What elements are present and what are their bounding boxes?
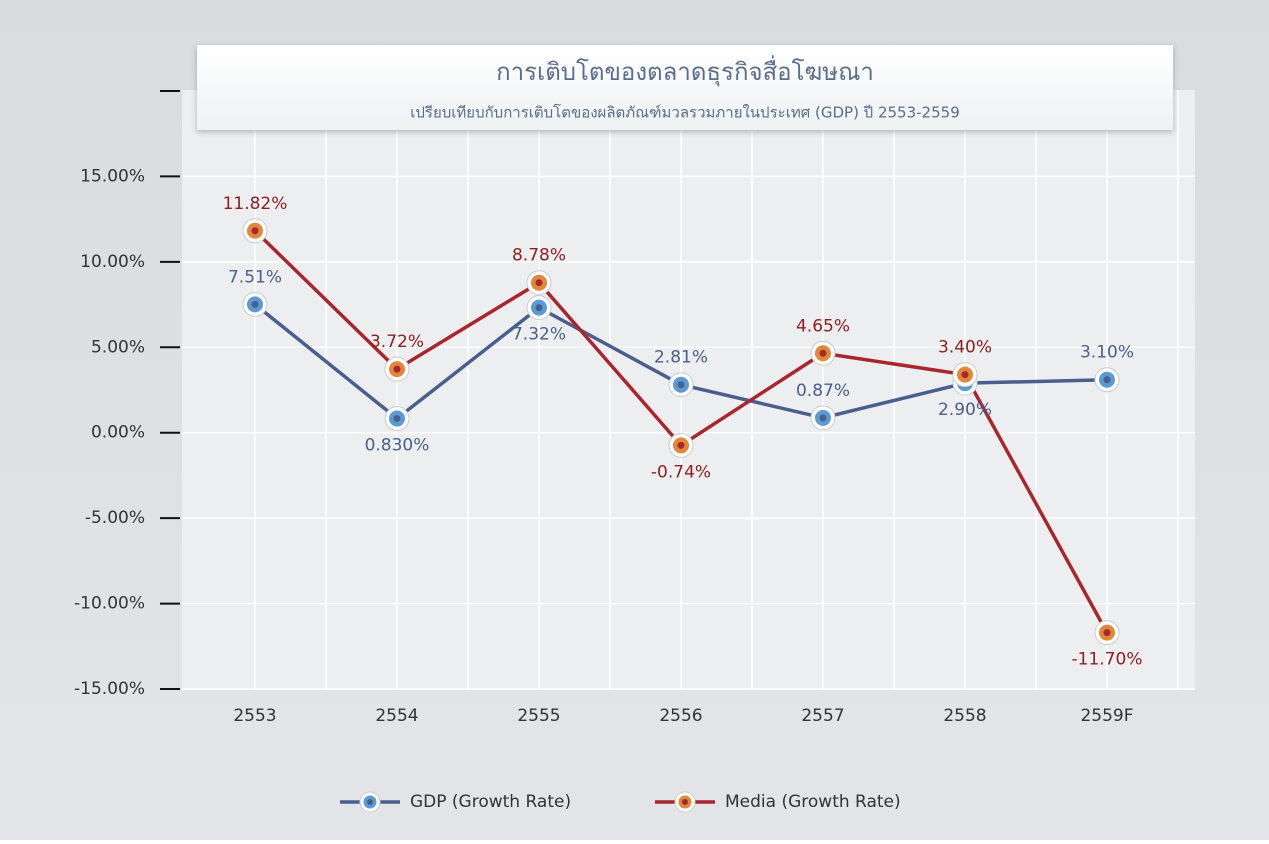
marker-core	[251, 227, 259, 235]
marker-core	[819, 414, 827, 422]
data-label: 2.90%	[938, 400, 992, 420]
data-label: 7.32%	[512, 325, 566, 345]
data-label: 0.830%	[365, 436, 430, 456]
data-point	[668, 372, 694, 398]
x-tick-label: 2557	[801, 706, 844, 726]
y-tick-label: 0.00%	[91, 423, 145, 443]
data-label: 0.87%	[796, 381, 850, 401]
data-point	[526, 295, 552, 321]
y-tick-label: 5.00%	[91, 337, 145, 357]
marker-core	[1103, 629, 1111, 637]
y-tick-label: -15.00%	[74, 679, 145, 699]
x-tick-label: 2556	[659, 706, 702, 726]
data-point	[1094, 367, 1120, 393]
x-tick-label: 2558	[943, 706, 986, 726]
legend-label: Media (Growth Rate)	[725, 792, 901, 812]
data-point	[668, 432, 694, 458]
data-point	[526, 270, 552, 296]
x-tick-label: 2559F	[1080, 706, 1133, 726]
marker-core	[677, 441, 685, 449]
marker-core	[393, 365, 401, 373]
chart-title: การเติบโตของตลาดธุรกิจสื่อโฆษณา	[496, 55, 874, 87]
data-label: 7.51%	[228, 267, 282, 287]
legend-label: GDP (Growth Rate)	[410, 792, 571, 812]
x-tick-label: 2554	[375, 706, 418, 726]
marker-core	[961, 371, 969, 379]
data-point	[384, 406, 410, 432]
chart-subtitle: เปรียบเทียบกับการเติบโตของผลิตภัณฑ์มวลรว…	[410, 104, 960, 122]
y-tick-label: 15.00%	[80, 166, 145, 186]
data-point	[810, 340, 836, 366]
y-tick-label: 10.00%	[80, 252, 145, 272]
marker-core	[1103, 376, 1111, 384]
data-point	[810, 405, 836, 431]
data-label: 8.78%	[512, 246, 566, 266]
data-label: -11.70%	[1072, 650, 1143, 670]
title-box	[197, 45, 1173, 130]
marker-core	[393, 415, 401, 423]
data-point	[1094, 620, 1120, 646]
data-label: 3.10%	[1080, 343, 1134, 363]
data-point	[952, 362, 978, 388]
marker-core	[535, 279, 543, 287]
data-point	[242, 218, 268, 244]
x-tick-label: 2553	[233, 706, 276, 726]
marker-core	[251, 300, 259, 308]
data-point	[384, 356, 410, 382]
legend-core	[367, 799, 373, 805]
data-label: -0.74%	[651, 462, 711, 482]
data-label: 11.82%	[223, 194, 288, 214]
data-label: 4.65%	[796, 316, 850, 336]
marker-core	[535, 304, 543, 312]
data-point	[242, 291, 268, 317]
marker-core	[819, 349, 827, 357]
data-label: 2.81%	[654, 348, 708, 368]
data-label: 3.40%	[938, 338, 992, 358]
y-tick-label: -10.00%	[74, 594, 145, 614]
x-tick-label: 2555	[517, 706, 560, 726]
legend-core	[682, 799, 688, 805]
marker-core	[677, 381, 685, 389]
y-tick-label: -5.00%	[85, 508, 145, 528]
data-label: 3.72%	[370, 332, 424, 352]
